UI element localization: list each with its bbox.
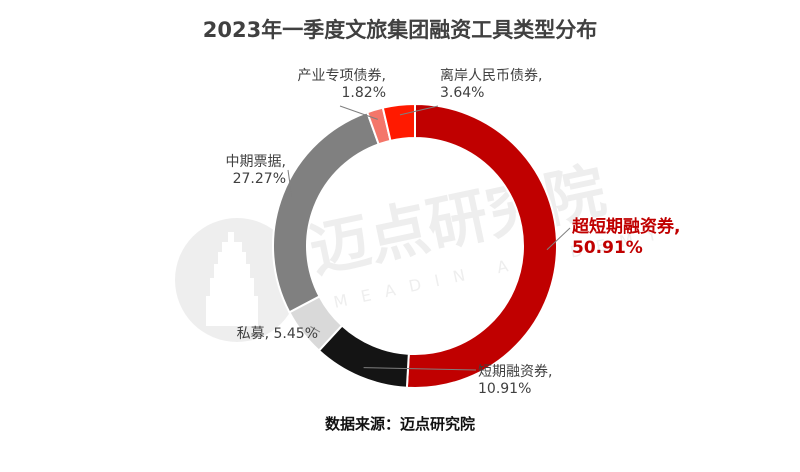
data-label-category: 产业专项债券, <box>298 68 386 84</box>
data-label: 产业专项债券, 1.82% <box>298 68 386 101</box>
donut-slice <box>405 102 558 389</box>
data-label-value: 1.82% <box>342 85 386 101</box>
data-label-category: 离岸人民币债券, <box>440 67 542 84</box>
data-labels: 超短期融资券, 50.91% 短期融资券, 10.91% 私募, 5.45% 中期票据, 2… <box>226 67 681 397</box>
tower-logo-icon <box>206 232 258 326</box>
leader-line <box>399 105 439 116</box>
chart-title: 2023年一季度文旅集团融资工具类型分布 <box>202 18 598 42</box>
data-label-category: 短期融资券, <box>478 364 552 380</box>
data-label: 中期票据, 27.27% <box>226 154 286 187</box>
data-label: 超短期融资券, 50.91% <box>572 216 680 258</box>
donut-slices <box>272 102 558 389</box>
leader-lines <box>287 105 571 371</box>
data-label-value: 27.27% <box>233 171 286 187</box>
leader-line <box>310 326 321 333</box>
data-label: 私募, 5.45% <box>237 326 318 342</box>
leader-line <box>287 169 293 199</box>
leader-line <box>363 367 477 371</box>
leader-line <box>339 105 378 120</box>
data-label-value: 3.64% <box>440 85 484 101</box>
data-label-category: 超短期融资券, <box>572 216 680 237</box>
data-label-value: 10.91% <box>478 381 531 397</box>
source-note: 数据来源：迈点研究院 <box>324 415 475 433</box>
watermark-logo-circle <box>175 218 299 342</box>
data-label-category: 私募, 5.45% <box>237 326 318 342</box>
data-label-value: 50.91% <box>572 238 643 258</box>
data-label: 短期融资券, 10.91% <box>478 364 552 397</box>
leader-line <box>546 227 571 251</box>
data-label-category: 中期票据, <box>226 154 286 170</box>
data-label: 离岸人民币债券, 3.64% <box>440 67 542 101</box>
